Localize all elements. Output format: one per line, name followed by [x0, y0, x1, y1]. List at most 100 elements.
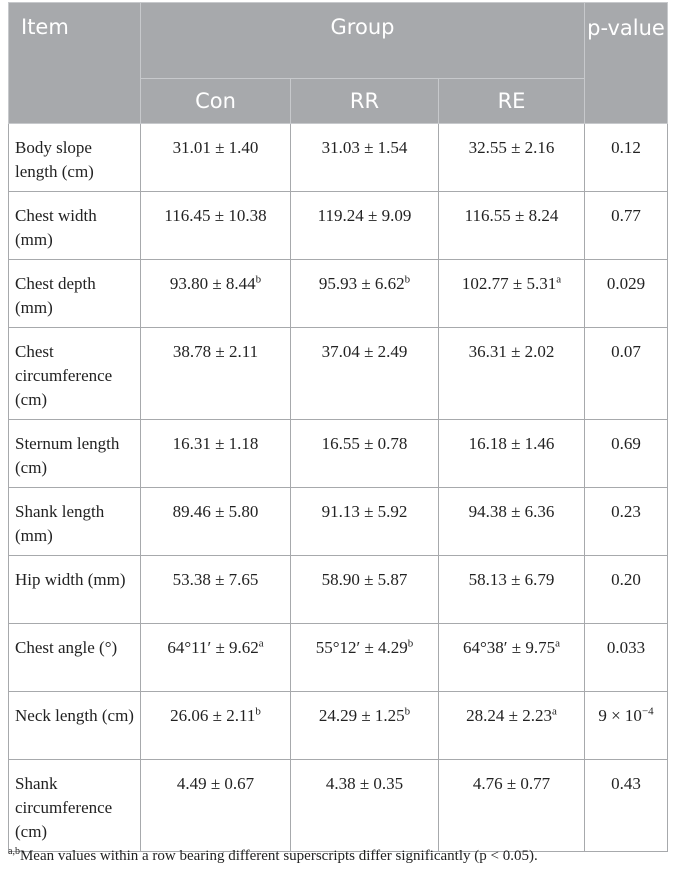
cell-rr-text: 16.55 ± 0.78 — [321, 434, 408, 453]
row-label-text: Sternum length (cm) — [15, 434, 120, 477]
row-label: Body slope length (cm) — [8, 123, 141, 192]
cell-re: 36.31 ± 2.02 — [438, 327, 585, 420]
cell-re-text: 64°38′ ± 9.75 — [463, 638, 556, 657]
cell-p-value-text: 0.029 — [606, 274, 646, 293]
cell-con: 64°11′ ± 9.62a — [140, 623, 291, 692]
cell-con-text: 31.01 ± 1.40 — [172, 138, 259, 157]
table-row: Chest width (mm) 116.45 ± 10.38 119.24 ± 9… — [8, 191, 668, 260]
cell-con: 4.49 ± 0.67 — [140, 759, 291, 852]
cell-con-text: 38.78 ± 2.11 — [172, 342, 259, 361]
row-label-text: Chest circumference (cm) — [15, 342, 113, 409]
row-label-text: Chest angle (°) — [15, 638, 118, 657]
cell-re-text: 32.55 ± 2.16 — [468, 138, 555, 157]
footnote-text: Mean values within a row bearing differe… — [19, 848, 538, 864]
header-group: Group — [140, 2, 585, 79]
cell-con: 16.31 ± 1.18 — [140, 419, 291, 488]
cell-rr-text: 24.29 ± 1.25 — [318, 706, 405, 725]
header-p-value: p-value — [584, 2, 668, 124]
row-label: Chest angle (°) — [8, 623, 141, 692]
cell-p-value-superscript: −4 — [641, 705, 654, 718]
cell-re-text: 4.76 ± 0.77 — [472, 774, 551, 793]
cell-re-superscript: a — [551, 705, 557, 718]
cell-con: 93.80 ± 8.44b — [140, 259, 291, 328]
cell-con-superscript: a — [258, 637, 264, 650]
cell-con-superscript: b — [255, 705, 261, 718]
cell-con: 89.46 ± 5.80 — [140, 487, 291, 556]
cell-con: 26.06 ± 2.11b — [140, 691, 291, 760]
header-row-groups: Con RR RE — [9, 78, 668, 124]
cell-rr-text: 119.24 ± 9.09 — [317, 206, 412, 225]
cell-rr-text: 58.90 ± 5.87 — [321, 570, 408, 589]
cell-con-text: 4.49 ± 0.67 — [176, 774, 255, 793]
table-row: Chest depth (mm) 93.80 ± 8.44b 95.93 ± 6.6… — [8, 259, 668, 328]
cell-re-text: 94.38 ± 6.36 — [468, 502, 555, 521]
cell-rr-text: 55°12′ ± 4.29 — [315, 638, 408, 657]
cell-rr-superscript: b — [404, 705, 411, 718]
header-con: Con — [140, 78, 291, 124]
cell-p-value-text: 0.12 — [611, 138, 641, 157]
cell-p-value-text: 0.43 — [611, 774, 641, 793]
cell-rr-text: 31.03 ± 1.54 — [321, 138, 408, 157]
table-header: Item Group p-value Con RR RE — [8, 2, 668, 124]
cell-p-value: 0.43 — [584, 759, 668, 852]
cell-con: 31.01 ± 1.40 — [140, 123, 291, 192]
row-label: Chest depth (mm) — [8, 259, 141, 328]
row-label-text: Hip width (mm) — [15, 570, 126, 589]
table-row: Shank circumference (cm) 4.49 ± 0.67 4.38 … — [8, 759, 668, 852]
cell-con-superscript: b — [255, 273, 262, 286]
cell-rr-superscript: b — [404, 273, 411, 286]
cell-re: 116.55 ± 8.24 — [438, 191, 585, 260]
cell-p-value-text: 0.033 — [606, 638, 646, 657]
header-p-value-text: p-value — [587, 16, 665, 40]
cell-rr: 119.24 ± 9.09 — [290, 191, 439, 260]
cell-rr: 16.55 ± 0.78 — [290, 419, 439, 488]
data-table: Item Group p-value Con RR RE Body slope … — [8, 2, 668, 852]
cell-con-text: 64°11′ ± 9.62 — [167, 638, 259, 657]
row-label: Sternum length (cm) — [8, 419, 141, 488]
table-row: Shank length (mm) 89.46 ± 5.80 91.13 ± 5.9… — [8, 487, 668, 556]
cell-p-value-text: 0.77 — [611, 206, 641, 225]
cell-p-value: 9 × 10−4 — [584, 691, 668, 760]
cell-re-text: 16.18 ± 1.46 — [468, 434, 555, 453]
cell-con-text: 116.45 ± 10.38 — [164, 206, 267, 225]
header-rr: RR — [290, 78, 439, 124]
cell-re-superscript: a — [556, 273, 562, 286]
cell-rr: 91.13 ± 5.92 — [290, 487, 439, 556]
cell-p-value-text: 0.20 — [611, 570, 641, 589]
cell-p-value-text: 0.23 — [611, 502, 641, 521]
cell-con-text: 26.06 ± 2.11 — [170, 706, 256, 725]
header-row-top: Item Group p-value — [8, 2, 668, 124]
cell-re-text: 28.24 ± 2.23 — [466, 706, 552, 725]
table-row: Chest angle (°) 64°11′ ± 9.62a 55°12′ ± 4.… — [8, 623, 668, 692]
row-label-text: Body slope length (cm) — [15, 138, 94, 181]
cell-re-text: 58.13 ± 6.79 — [468, 570, 555, 589]
header-re: RE — [438, 78, 585, 124]
cell-p-value: 0.69 — [584, 419, 668, 488]
cell-re: 58.13 ± 6.79 — [438, 555, 585, 624]
row-label-text: Chest width (mm) — [15, 206, 97, 249]
cell-rr-text: 4.38 ± 0.35 — [325, 774, 404, 793]
cell-p-value: 0.23 — [584, 487, 668, 556]
cell-con: 53.38 ± 7.65 — [140, 555, 291, 624]
footnote-marker: a,b — [8, 846, 20, 857]
cell-re: 28.24 ± 2.23a — [438, 691, 585, 760]
footnote: a,bMean values within a row bearing diff… — [8, 846, 668, 865]
cell-con-text: 89.46 ± 5.80 — [172, 502, 259, 521]
cell-p-value: 0.20 — [584, 555, 668, 624]
row-label-text: Shank circumference (cm) — [15, 774, 113, 841]
row-label: Hip width (mm) — [8, 555, 141, 624]
cell-re: 16.18 ± 1.46 — [438, 419, 585, 488]
row-label: Neck length (cm) — [8, 691, 141, 760]
cell-p-value: 0.029 — [584, 259, 668, 328]
row-label-text: Chest depth (mm) — [15, 274, 96, 317]
cell-p-value: 0.77 — [584, 191, 668, 260]
cell-p-value-text: 0.07 — [611, 342, 641, 361]
cell-re: 64°38′ ± 9.75a — [438, 623, 585, 692]
cell-con: 116.45 ± 10.38 — [140, 191, 291, 260]
cell-rr-text: 91.13 ± 5.92 — [321, 502, 408, 521]
row-label-text: Shank length (mm) — [15, 502, 105, 545]
cell-re: 102.77 ± 5.31a — [438, 259, 585, 328]
cell-con-text: 53.38 ± 7.65 — [172, 570, 259, 589]
row-label: Shank length (mm) — [8, 487, 141, 556]
cell-re: 4.76 ± 0.77 — [438, 759, 585, 852]
